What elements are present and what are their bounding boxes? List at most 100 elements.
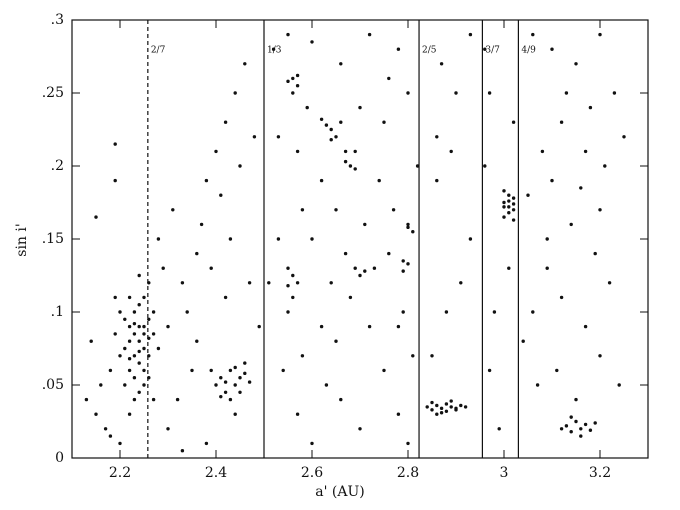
point — [209, 368, 213, 373]
point — [295, 149, 300, 154]
point — [252, 135, 257, 139]
point — [574, 62, 578, 66]
point — [348, 164, 353, 168]
point — [583, 324, 588, 329]
point — [214, 383, 218, 387]
point — [127, 357, 132, 361]
point — [305, 105, 309, 110]
point — [343, 251, 348, 256]
point — [319, 324, 324, 329]
point — [406, 225, 410, 230]
point — [507, 211, 511, 215]
point — [324, 123, 329, 127]
point — [502, 189, 506, 193]
point — [559, 120, 564, 124]
point — [123, 317, 127, 321]
point — [214, 149, 218, 154]
x-axis-label: a' (AU) — [315, 484, 364, 500]
x-tick-label: 3.2 — [589, 465, 611, 481]
point — [137, 273, 141, 278]
point — [310, 237, 314, 241]
point — [329, 138, 333, 142]
point — [598, 354, 602, 358]
point — [223, 295, 228, 300]
point — [132, 354, 137, 358]
point — [257, 324, 261, 329]
point — [435, 412, 439, 416]
point — [132, 397, 137, 402]
point — [468, 32, 473, 37]
x-tick-label: 3 — [500, 465, 509, 481]
point — [497, 427, 501, 431]
point — [329, 127, 333, 132]
point — [334, 135, 338, 139]
point — [545, 237, 549, 241]
point — [569, 415, 573, 419]
point — [247, 380, 252, 384]
point — [113, 332, 117, 336]
point — [108, 368, 113, 373]
point — [228, 397, 233, 402]
x-tick-label: 2.4 — [205, 465, 227, 481]
point — [185, 310, 189, 314]
point — [550, 178, 554, 183]
point — [243, 361, 247, 365]
resonance-label: 4/9 — [521, 46, 536, 56]
point — [358, 273, 362, 278]
point — [295, 281, 300, 285]
point — [171, 208, 175, 212]
point — [271, 47, 276, 51]
point — [295, 84, 300, 88]
point — [483, 164, 487, 168]
point — [353, 149, 357, 154]
point — [137, 390, 141, 394]
point — [156, 237, 161, 241]
point — [588, 105, 593, 110]
point — [137, 361, 141, 365]
point — [396, 47, 401, 51]
point — [401, 259, 405, 263]
point — [511, 202, 516, 206]
y-axis-label: sin i' — [14, 223, 30, 256]
point — [147, 336, 151, 340]
point — [291, 273, 295, 278]
point — [286, 32, 290, 37]
point — [286, 284, 290, 288]
point — [435, 178, 439, 183]
point — [622, 135, 626, 139]
point — [137, 324, 141, 329]
point — [94, 412, 98, 416]
y-tick-label: .15 — [42, 231, 64, 247]
point — [199, 222, 204, 227]
point — [598, 208, 602, 212]
point — [190, 368, 194, 373]
point — [569, 430, 573, 434]
point — [113, 295, 117, 300]
point — [502, 215, 506, 219]
point — [449, 399, 453, 403]
resonance-label: 2/5 — [422, 46, 437, 56]
point — [291, 76, 295, 81]
point — [223, 380, 228, 384]
x-tick-label: 2.2 — [109, 465, 131, 481]
point — [103, 427, 108, 431]
point — [142, 324, 146, 329]
point — [243, 371, 247, 376]
point — [310, 40, 314, 44]
point — [459, 281, 463, 285]
point — [319, 117, 324, 121]
point — [444, 310, 449, 314]
point — [406, 222, 410, 227]
point — [387, 251, 391, 256]
point — [204, 441, 209, 446]
point — [507, 199, 511, 203]
point — [396, 412, 401, 416]
point — [444, 409, 449, 413]
point — [329, 281, 333, 285]
point — [406, 91, 410, 95]
point — [147, 354, 151, 358]
point — [99, 383, 103, 387]
point — [137, 339, 141, 343]
